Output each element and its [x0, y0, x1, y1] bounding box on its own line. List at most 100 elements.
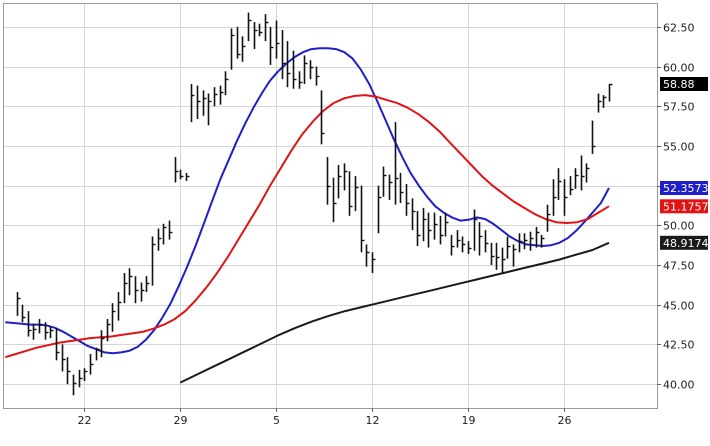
- y-tick-label: 62.50: [663, 22, 695, 35]
- price-bar: [32, 323, 37, 340]
- last-price-tag-text: 58.88: [663, 78, 695, 91]
- y-tick-label: 50.00: [663, 220, 695, 233]
- price-bar: [439, 215, 444, 245]
- price-bar: [518, 233, 523, 253]
- price-bar: [27, 311, 32, 337]
- price-bar: [523, 233, 528, 250]
- price-bar: [66, 357, 71, 385]
- price-bar: [258, 23, 263, 37]
- price-bar: [411, 198, 416, 231]
- price-bar: [478, 222, 483, 256]
- price-bar: [55, 328, 60, 361]
- price-bar: [44, 322, 49, 340]
- price-bar: [100, 330, 105, 358]
- price-bar: [371, 252, 376, 273]
- price-bar: [546, 204, 551, 232]
- price-bar: [495, 242, 500, 270]
- price-bar: [49, 327, 54, 339]
- price-bar: [591, 120, 596, 154]
- moving-average-lines: [5, 47, 610, 384]
- price-bar: [580, 155, 585, 191]
- y-tick-label: 57.50: [663, 101, 695, 114]
- x-tick-label: 26: [558, 414, 572, 427]
- price-bar: [202, 90, 207, 116]
- price-bar: [145, 276, 150, 293]
- price-bar: [416, 211, 421, 246]
- price-bar: [157, 228, 162, 251]
- x-tick-label: 22: [78, 414, 92, 427]
- price-bar: [303, 55, 308, 84]
- price-bar: [557, 168, 562, 200]
- price-bar: [399, 172, 404, 204]
- price-bar: [117, 292, 122, 321]
- price-bar: [484, 230, 489, 253]
- price-bar: [89, 354, 94, 375]
- x-tick-label: 5: [273, 414, 280, 427]
- price-bar: [111, 303, 116, 332]
- price-bar: [461, 236, 466, 253]
- price-bar: [269, 26, 274, 65]
- price-bar: [332, 177, 337, 223]
- price-bars: [16, 12, 613, 396]
- price-bar: [61, 344, 66, 372]
- last-price-tag: 58.88: [660, 77, 708, 91]
- price-bar: [569, 176, 574, 196]
- y-tick-label: 40.00: [663, 379, 695, 392]
- price-bar: [236, 26, 241, 59]
- price-bar: [315, 66, 320, 86]
- ma-line-2: [179, 241, 610, 384]
- price-bar: [123, 273, 128, 304]
- price-bar: [190, 84, 195, 123]
- y-tick-label: 60.00: [663, 62, 695, 75]
- x-tick-label: 12: [366, 414, 380, 427]
- price-bar: [490, 242, 495, 266]
- price-bar: [382, 166, 387, 197]
- price-bar: [348, 171, 353, 216]
- price-bar: [83, 368, 88, 381]
- price-bar: [394, 122, 399, 205]
- price-bar: [128, 268, 133, 296]
- price-bar: [608, 83, 613, 102]
- price-bar: [512, 244, 517, 267]
- price-bar: [422, 207, 427, 242]
- price-bar: [162, 223, 167, 245]
- price-bar: [343, 163, 348, 191]
- price-bar: [320, 90, 325, 145]
- price-bar: [72, 374, 77, 396]
- y-tick-label: 47.50: [663, 260, 695, 273]
- plot-frame: [3, 3, 658, 409]
- ma-line-0: [5, 47, 610, 355]
- price-bar: [207, 93, 212, 126]
- price-bar: [253, 22, 258, 50]
- price-bar: [501, 247, 506, 273]
- ma-value-tag-2-text: 48.9174: [663, 237, 709, 250]
- price-bar: [38, 319, 43, 334]
- price-bar: [281, 30, 286, 80]
- y-tick-label: 45.00: [663, 300, 695, 313]
- price-bar: [444, 212, 449, 237]
- price-bar: [224, 71, 229, 96]
- price-bar: [585, 163, 590, 183]
- price-bar: [535, 226, 540, 248]
- price-bar: [241, 36, 246, 62]
- price-bar: [140, 282, 145, 302]
- price-bar: [264, 14, 269, 42]
- value-tags: 58.88 52.3573 51.1757 48.9174: [660, 77, 709, 250]
- ma-value-tag-0: 52.3573: [660, 181, 709, 195]
- y-tick-label: 42.50: [663, 339, 695, 352]
- price-bar: [286, 41, 291, 88]
- price-bar: [134, 276, 139, 304]
- x-tick-label: 29: [174, 414, 188, 427]
- price-bar: [106, 319, 111, 342]
- price-bar: [388, 174, 393, 200]
- price-bar: [95, 347, 100, 361]
- ma-value-tag-0-text: 52.3573: [663, 182, 709, 195]
- price-bar: [540, 234, 545, 248]
- price-bar: [563, 179, 568, 216]
- price-bar: [168, 220, 173, 240]
- ma-value-tag-1: 51.1757: [660, 199, 709, 214]
- price-bar: [309, 60, 314, 80]
